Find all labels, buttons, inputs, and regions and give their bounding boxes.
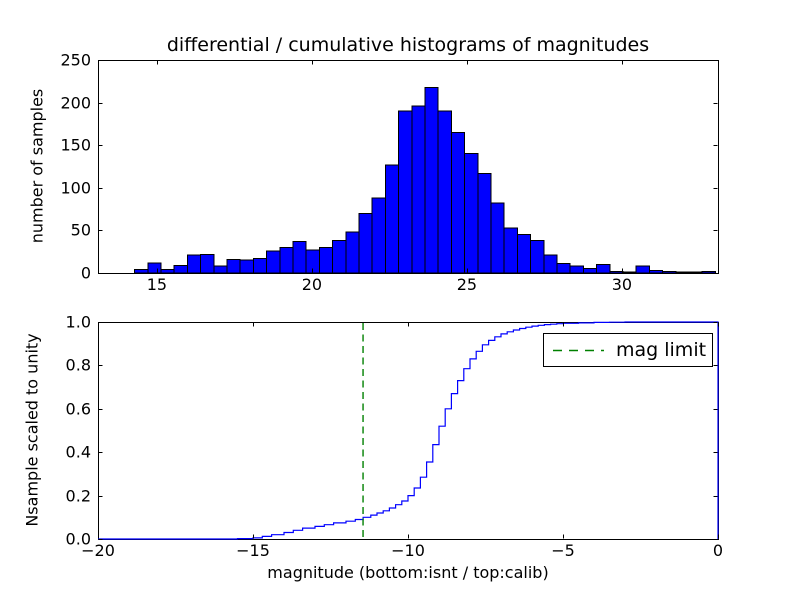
- y-tick-label: 0.2: [66, 487, 91, 506]
- histogram-bar: [213, 265, 228, 274]
- histogram-bar: [398, 110, 413, 274]
- histogram-bar: [556, 263, 571, 274]
- histogram-bar: [648, 269, 664, 274]
- x-tick-label: 20: [302, 275, 322, 294]
- histogram-bar: [173, 264, 188, 274]
- bottom-y-axis-label: Nsample scaled to unity: [22, 333, 42, 527]
- x-tick-label: 15: [147, 275, 167, 294]
- histogram-bar: [675, 271, 690, 274]
- y-tick-label: 100: [60, 179, 91, 198]
- chart-title: differential / cumulative histograms of …: [166, 34, 650, 56]
- histogram-bar: [543, 254, 558, 274]
- x-tick-label: 25: [457, 275, 477, 294]
- histogram-bar: [226, 258, 241, 274]
- y-tick-label: 50: [71, 221, 91, 240]
- cumulative-line: [98, 321, 719, 540]
- legend-label: mag limit: [616, 339, 707, 361]
- x-tick-label: 0: [713, 541, 723, 560]
- histogram-bar: [384, 164, 400, 274]
- histogram-bar: [279, 246, 294, 274]
- histogram-bar: [239, 259, 254, 274]
- histogram-bar: [292, 240, 307, 274]
- histogram-bar: [635, 265, 650, 274]
- histogram-bar: [609, 270, 624, 274]
- x-axis-label: magnitude (bottom:isnt / top:calib): [267, 563, 549, 582]
- y-tick-label: 0.6: [66, 400, 91, 419]
- top-y-axis-label: number of samples: [27, 88, 47, 244]
- histogram-bar: [569, 265, 584, 274]
- x-tick-label: 30: [612, 275, 632, 294]
- histogram-bar: [147, 262, 162, 274]
- histogram-bar: [530, 240, 545, 274]
- histogram-bar: [490, 202, 505, 274]
- histogram-bar: [371, 197, 386, 274]
- histogram-bar: [503, 227, 518, 274]
- histogram-bar: [318, 246, 334, 274]
- histogram-bar: [345, 231, 360, 274]
- histogram-bar: [266, 250, 281, 274]
- histogram-bar: [134, 269, 149, 274]
- histogram-bar: [252, 258, 268, 274]
- histogram-bar: [450, 131, 466, 274]
- y-tick-label: 150: [60, 136, 91, 155]
- histogram-bar: [688, 271, 703, 274]
- x-tick-label: −10: [391, 541, 425, 560]
- y-tick-label: 250: [60, 51, 91, 70]
- histogram-bar: [186, 254, 202, 274]
- y-tick-label: 1.0: [66, 313, 91, 332]
- y-tick-label: 0.4: [66, 443, 91, 462]
- histogram-bar: [516, 234, 532, 274]
- x-tick-label: −20: [81, 541, 115, 560]
- y-tick-label: 0.8: [66, 356, 91, 375]
- histogram-bar: [332, 240, 347, 274]
- x-tick-label: −5: [551, 541, 575, 560]
- x-tick-label: −15: [236, 541, 270, 560]
- histogram-bar: [437, 110, 452, 274]
- histogram-bar: [596, 263, 611, 274]
- histogram-bar: [358, 212, 373, 274]
- histogram-bar: [160, 269, 175, 274]
- histogram-bar: [477, 172, 492, 274]
- histogram-bar: [464, 153, 479, 274]
- y-tick-label: 200: [60, 94, 91, 113]
- histogram-bar: [424, 86, 439, 274]
- histogram-bar: [662, 270, 677, 274]
- histogram-bar: [411, 105, 426, 274]
- y-tick-label: 0: [81, 264, 91, 283]
- histogram-bar: [701, 270, 716, 274]
- histogram-bar: [582, 268, 598, 274]
- histogram-bar: [200, 253, 215, 274]
- y-tick-label: 0.0: [66, 530, 91, 549]
- histogram-bar: [622, 271, 637, 274]
